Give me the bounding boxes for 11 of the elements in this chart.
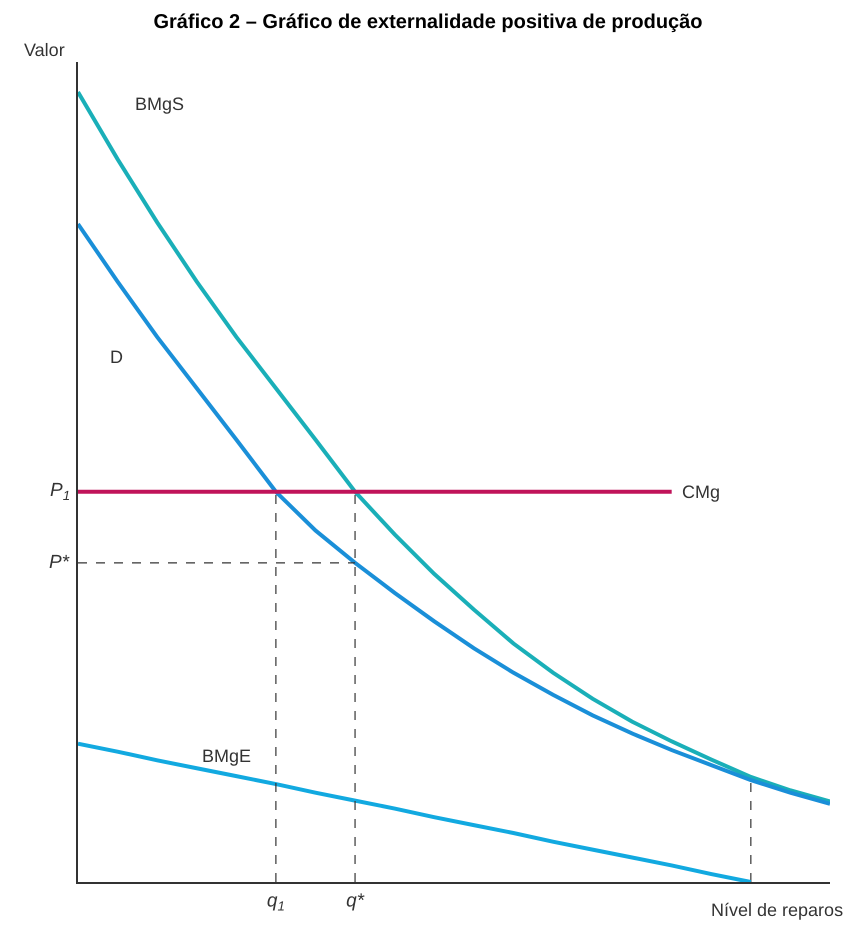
- text: BMgS: [135, 94, 184, 114]
- series-label: BMgE: [202, 746, 252, 766]
- x-axis-title: Nível de reparos: [711, 900, 844, 920]
- x-tick-label: q*: [346, 890, 365, 912]
- ref-line-label: P*: [49, 552, 70, 573]
- series-label: CMg: [682, 482, 720, 502]
- series-label: D: [110, 347, 123, 367]
- text: P$_{1}$: [50, 480, 70, 503]
- x-tick-label: q$_{1}$: [266, 890, 285, 914]
- chart-title: Gráfico 2 – Gráfico de externalidade positiva de produção: [153, 10, 703, 33]
- y-axis-title: Valor: [24, 40, 65, 60]
